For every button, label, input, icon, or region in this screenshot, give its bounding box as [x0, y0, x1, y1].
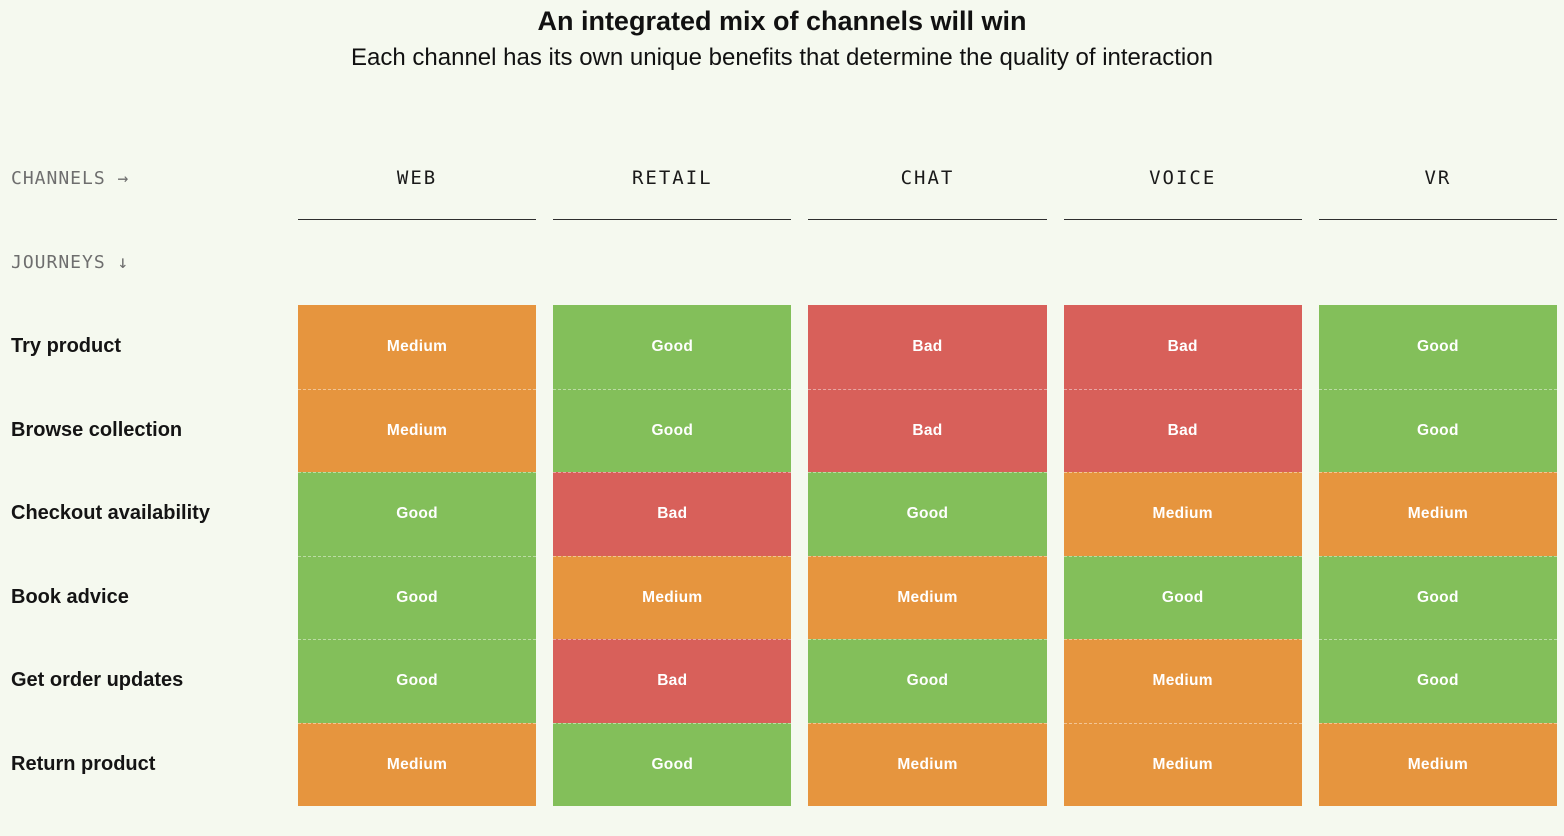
- rating-cell: Good: [1318, 388, 1557, 472]
- rating-cell: Medium: [1063, 639, 1302, 723]
- row-label-return-product: Return product: [11, 752, 156, 775]
- rating-cell: Good: [1318, 555, 1557, 639]
- row-label-book-advice: Book advice: [11, 585, 129, 608]
- journeys-axis-label: JOURNEYS ↓: [11, 252, 130, 273]
- rating-cell: Good: [298, 555, 537, 639]
- rating-cell: Bad: [808, 388, 1047, 472]
- page-subtitle: Each channel has its own unique benefits…: [351, 44, 1213, 71]
- rating-cell: Good: [1318, 639, 1557, 723]
- channel-journey-matrix: CHANNELS → WEB RETAIL CHAT VOICE VR JOUR…: [0, 108, 1564, 806]
- rating-cell: Medium: [1318, 472, 1557, 556]
- row-label-browse-collection: Browse collection: [11, 418, 183, 441]
- rating-cell: Bad: [1063, 305, 1302, 389]
- rating-cell: Good: [298, 472, 537, 556]
- column-header-voice: VOICE: [1063, 108, 1302, 220]
- rating-cell: Good: [1063, 555, 1302, 639]
- rating-cell: Medium: [298, 388, 537, 472]
- rating-cell: Good: [808, 472, 1047, 556]
- rating-cell: Medium: [298, 305, 537, 389]
- column-header-web: WEB: [298, 108, 537, 220]
- rating-cell: Medium: [1063, 722, 1302, 806]
- row-label-get-order-updates: Get order updates: [11, 669, 184, 692]
- column-header-vr: VR: [1318, 108, 1557, 220]
- page-title: An integrated mix of channels will win: [537, 6, 1027, 36]
- rating-cell: Good: [553, 305, 792, 389]
- journeys-label-row: JOURNEYS ↓: [0, 220, 1557, 305]
- column-header-retail: RETAIL: [553, 108, 792, 220]
- row-label-try-product: Try product: [11, 335, 122, 358]
- table-row: Return product Medium Good Medium Medium…: [0, 722, 1557, 806]
- rating-cell: Medium: [298, 722, 537, 806]
- rating-cell: Good: [553, 722, 792, 806]
- rating-cell: Bad: [1063, 388, 1302, 472]
- column-header-chat: CHAT: [808, 108, 1047, 220]
- table-row: Browse collection Medium Good Bad Bad Go…: [0, 388, 1557, 472]
- rating-cell: Bad: [553, 639, 792, 723]
- rating-cell: Good: [298, 639, 537, 723]
- rating-cell: Medium: [808, 555, 1047, 639]
- row-label-checkout-availability: Checkout availability: [11, 502, 210, 525]
- slide-header: An integrated mix of channels will win E…: [0, 0, 1564, 72]
- table-row: Try product Medium Good Bad Bad Good: [0, 305, 1557, 389]
- rating-cell: Bad: [808, 305, 1047, 389]
- table-row: Checkout availability Good Bad Good Medi…: [0, 472, 1557, 556]
- channels-header-row: CHANNELS → WEB RETAIL CHAT VOICE VR: [0, 108, 1557, 220]
- rating-cell: Good: [808, 639, 1047, 723]
- rating-cell: Medium: [553, 555, 792, 639]
- table-row: Book advice Good Medium Medium Good Good: [0, 555, 1557, 639]
- rating-cell: Medium: [1063, 472, 1302, 556]
- rating-cell: Good: [553, 388, 792, 472]
- rating-cell: Medium: [808, 722, 1047, 806]
- channels-axis-label: CHANNELS →: [11, 168, 130, 189]
- rating-cell: Good: [1318, 305, 1557, 389]
- rating-cell: Bad: [553, 472, 792, 556]
- table-row: Get order updates Good Bad Good Medium G…: [0, 639, 1557, 723]
- rating-cell: Medium: [1318, 722, 1557, 806]
